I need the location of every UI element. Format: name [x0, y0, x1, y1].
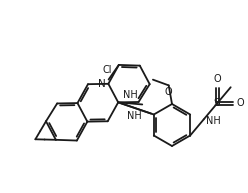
Text: O: O: [165, 87, 173, 97]
Text: NH: NH: [127, 111, 141, 121]
Text: O: O: [213, 74, 221, 84]
Text: S: S: [214, 98, 220, 108]
Text: NH: NH: [123, 90, 138, 100]
Text: NH: NH: [206, 116, 220, 126]
Text: Cl: Cl: [103, 64, 112, 74]
Text: O: O: [237, 98, 245, 108]
Text: N: N: [98, 79, 105, 89]
